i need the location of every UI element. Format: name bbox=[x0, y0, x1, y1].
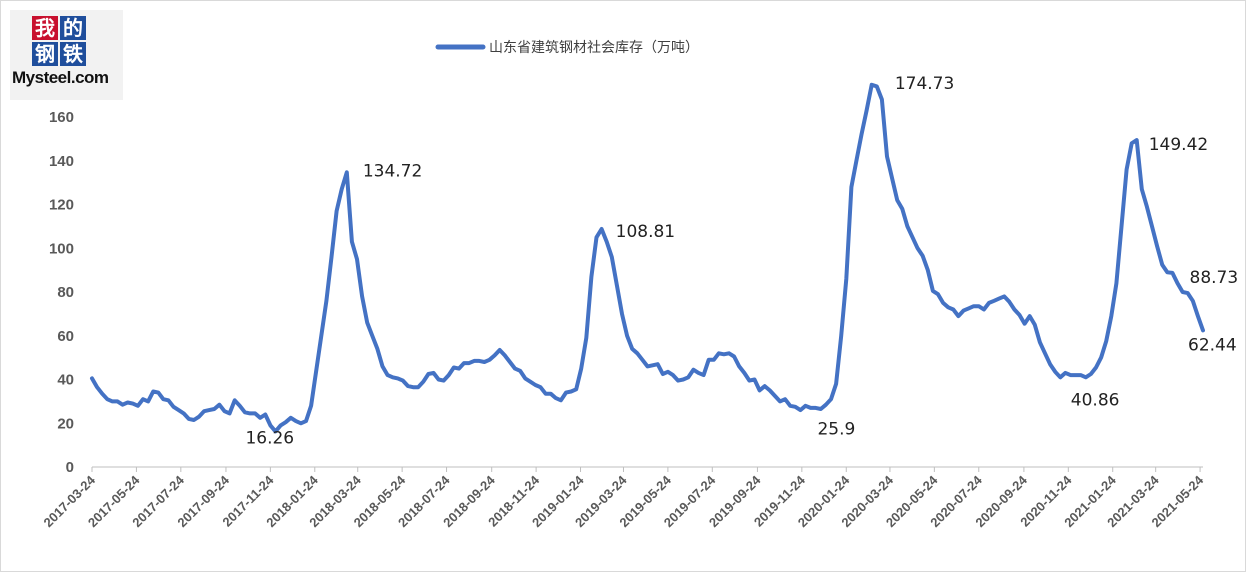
logo-char: 的 bbox=[60, 16, 86, 40]
y-tick-label: 160 bbox=[49, 109, 74, 126]
legend-label: 山东省建筑钢材社会库存（万吨） bbox=[489, 40, 699, 56]
y-tick-label: 80 bbox=[57, 284, 74, 301]
y-tick-label: 0 bbox=[66, 459, 74, 476]
data-label: 25.9 bbox=[817, 419, 855, 439]
series-line bbox=[90, 82, 1205, 434]
y-tick-label: 40 bbox=[57, 372, 74, 389]
data-label: 149.42 bbox=[1149, 135, 1208, 155]
y-tick-label: 140 bbox=[49, 153, 74, 170]
logo-char: 我 bbox=[32, 16, 58, 40]
mysteel-logo: 我 的 钢 铁 Mysteel.com bbox=[10, 10, 123, 100]
data-label: 134.72 bbox=[363, 161, 422, 181]
logo-wordmark: Mysteel.com bbox=[12, 68, 109, 87]
data-label: 108.81 bbox=[616, 222, 675, 242]
data-label: 16.26 bbox=[245, 428, 294, 448]
y-tick-label: 120 bbox=[49, 197, 74, 214]
legend: 山东省建筑钢材社会库存（万吨） bbox=[435, 40, 699, 56]
data-labels: 16.26 134.72 108.81 25.9 174.73 40.86 149.42 88… bbox=[245, 74, 1238, 449]
data-label: 88.73 bbox=[1190, 268, 1239, 288]
data-label: 174.73 bbox=[895, 74, 954, 94]
logo-char: 钢 bbox=[32, 42, 58, 66]
data-label: 40.86 bbox=[1071, 391, 1120, 411]
y-tick-label: 20 bbox=[57, 415, 74, 432]
series-group bbox=[90, 82, 1205, 434]
logo-char: 铁 bbox=[60, 42, 86, 66]
y-tick-label: 100 bbox=[49, 240, 74, 257]
y-tick-label: 60 bbox=[57, 328, 74, 345]
data-label: 62.44 bbox=[1188, 335, 1237, 355]
